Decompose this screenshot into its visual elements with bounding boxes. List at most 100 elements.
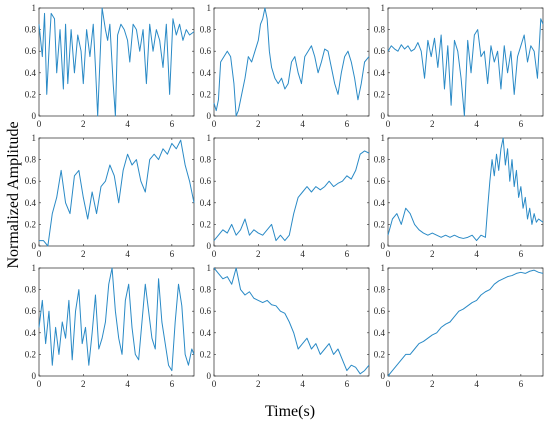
x-tick-label: 4: [474, 119, 479, 129]
y-tick-label: 0.8: [374, 155, 386, 165]
series-line-6: [387, 137, 544, 242]
subplot-7: 0 2 4 6 0 0.2 0.4 0.6 0.8 1: [25, 263, 195, 389]
y-tick-label: 1: [207, 3, 212, 13]
plot-area-8: [213, 267, 370, 377]
x-tick-label: 6: [345, 119, 350, 129]
x-tick-label: 6: [345, 249, 350, 259]
y-tick-label: 0.2: [25, 219, 36, 229]
y-tick-label: 0.4: [25, 198, 37, 208]
y-tick-label: 1: [207, 133, 212, 143]
y-tick-label: 0.6: [200, 176, 212, 186]
x-tick-label: 6: [519, 119, 524, 129]
y-tick-label: 0.8: [25, 155, 37, 165]
x-tick-label: 0: [212, 379, 217, 389]
y-tick-label: 0: [32, 111, 37, 121]
y-tick-label: 0.2: [25, 349, 36, 359]
y-tick-label: 0.6: [374, 176, 386, 186]
y-tick-label: 0.8: [25, 285, 37, 295]
x-tick-label: 4: [125, 119, 130, 129]
y-tick-label: 0.4: [374, 198, 386, 208]
y-tick-label: 0.2: [374, 89, 385, 99]
x-tick-label: 0: [212, 119, 217, 129]
y-tick-label: 0.6: [200, 46, 212, 56]
y-tick-label: 0.8: [200, 25, 212, 35]
x-tick-label: 0: [37, 379, 42, 389]
y-tick-label: 0: [32, 241, 37, 251]
y-tick-label: 0.8: [25, 25, 37, 35]
y-tick-label: 1: [32, 3, 37, 13]
y-tick-label: 1: [32, 133, 37, 143]
x-tick-label: 2: [256, 249, 261, 259]
y-tick-label: 0: [381, 111, 386, 121]
subplot-grid: 0 2 4 600.20.40.60.810 2 4 600.20.40.60.810 2 4 6…: [25, 3, 544, 389]
x-tick-label: 4: [474, 379, 479, 389]
y-tick-label: 0.6: [374, 46, 386, 56]
series-line-4: [39, 139, 195, 247]
y-tick-label: 0.4: [25, 328, 37, 338]
series-line-7: [38, 267, 195, 372]
y-tick-label: 0.6: [200, 306, 212, 316]
x-tick-label: 0: [37, 249, 42, 259]
subplot-5: 0 2 4 6 0 0.2 0.4 0.6 0.8 1: [200, 133, 370, 259]
x-tick-label: 2: [256, 379, 261, 389]
y-tick-label: 0.2: [200, 349, 211, 359]
x-tick-label: 0: [386, 379, 391, 389]
y-tick-label: 0.8: [374, 285, 386, 295]
y-tick-label: 0: [207, 111, 212, 121]
plot-area-6: [387, 137, 544, 247]
x-tick-label: 4: [300, 379, 305, 389]
x-tick-label: 6: [345, 379, 350, 389]
subplot-1: 0 2 4 6 0 0.2 0.4 0.6 0.8 1: [25, 3, 195, 129]
subplot-3: 0 2 4 6 0 0.2 0.4 0.6 0.8 1: [374, 3, 544, 129]
y-tick-label: 0.8: [374, 25, 386, 35]
y-tick-label: 0: [381, 241, 386, 251]
y-tick-label: 0.6: [374, 306, 386, 316]
x-tick-label: 2: [430, 119, 435, 129]
series-line-2: [213, 7, 370, 117]
y-tick-label: 0.4: [200, 198, 212, 208]
x-tick-label: 0: [212, 249, 217, 259]
y-tick-label: 0.8: [200, 155, 212, 165]
series-line-8: [213, 267, 370, 375]
y-tick-label: 0.4: [25, 68, 37, 78]
y-tick-label: 1: [381, 3, 386, 13]
x-tick-label: 2: [81, 379, 86, 389]
subplot-4: 0 2 4 6 0 0.2 0.4 0.6 0.8 1: [25, 133, 195, 259]
y-tick-label: 0.2: [374, 219, 385, 229]
y-tick-label: 1: [381, 263, 386, 273]
y-tick-label: 0.2: [200, 89, 211, 99]
y-tick-label: 0.2: [374, 349, 385, 359]
x-tick-label: 4: [474, 249, 479, 259]
subplot-8: 0 2 4 6 0 0.2 0.4 0.6 0.8 1: [200, 263, 370, 389]
y-tick-label: 1: [381, 133, 386, 143]
x-tick-label: 0: [386, 249, 391, 259]
x-tick-label: 6: [170, 249, 175, 259]
series-line-3: [387, 18, 544, 117]
y-tick-label: 1: [207, 263, 212, 273]
y-tick-label: 0.2: [25, 89, 36, 99]
x-tick-label: 4: [300, 119, 305, 129]
y-tick-label: 0.8: [200, 285, 212, 295]
y-tick-label: 0: [207, 241, 212, 251]
y-tick-label: 0.4: [200, 68, 212, 78]
x-tick-label: 6: [170, 119, 175, 129]
y-tick-label: 0: [32, 371, 37, 381]
subplot-6: 0 2 4 6 0 0.2 0.4 0.6 0.8 1: [374, 133, 544, 259]
x-tick-label: 2: [256, 119, 261, 129]
x-tick-label: 6: [519, 379, 524, 389]
series-line-9: [387, 269, 544, 377]
x-tick-label: 2: [430, 249, 435, 259]
series-line-1: [38, 7, 195, 117]
subplot-2: 0 2 4 6 0 0.2 0.4 0.6 0.8 1: [200, 3, 370, 129]
x-tick-label: 4: [125, 379, 130, 389]
x-tick-label: 2: [81, 119, 86, 129]
series-line-5: [213, 150, 370, 242]
plot-area-5: [213, 137, 370, 247]
x-tick-label: 4: [300, 249, 305, 259]
y-tick-label: 0.6: [25, 306, 37, 316]
subplot-9: 0 2 4 6 0 0.2 0.4 0.6 0.8 1: [374, 263, 544, 389]
x-tick-label: 6: [519, 249, 524, 259]
y-tick-label: 0.6: [25, 46, 37, 56]
plot-area-9: [387, 267, 544, 377]
